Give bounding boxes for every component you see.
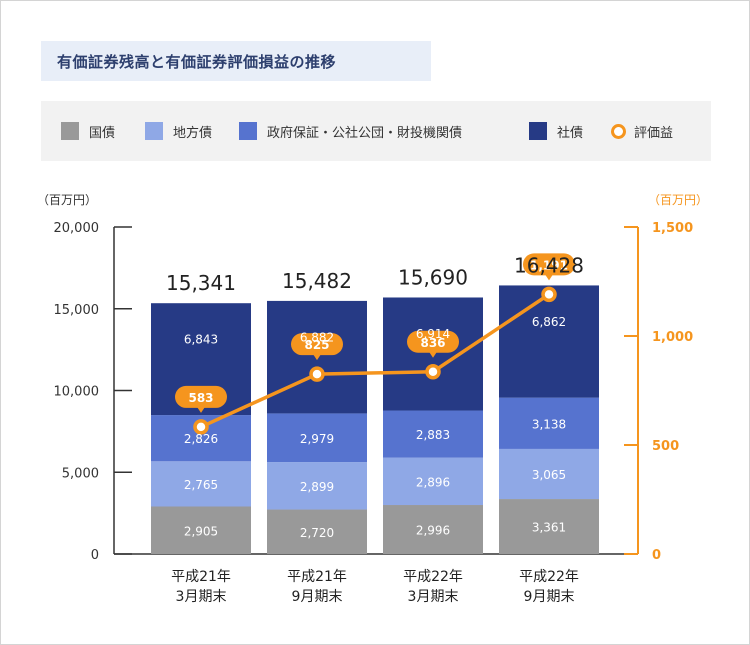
bar-segment-label: 2,720 <box>300 526 334 540</box>
bar-segment-label: 6,914 <box>416 327 450 341</box>
line-point-label: 583 <box>188 391 213 405</box>
line-label-pointer <box>197 406 205 413</box>
bar-segment <box>383 410 483 458</box>
x-tick-label-line1: 平成21年 <box>171 569 231 585</box>
y-left-tick-label: 20,000 <box>54 221 100 236</box>
bar-segment <box>267 462 367 510</box>
legend-item-kokusai: 国債 <box>61 101 115 161</box>
y-right-tick-label: 1,000 <box>652 330 693 345</box>
bar-segment-label: 2,883 <box>416 428 450 442</box>
x-tick-label-line1: 平成21年 <box>287 569 347 585</box>
x-tick-label-line2: 9月期末 <box>524 589 575 605</box>
legend-swatch-chihosai <box>145 122 163 140</box>
bar-total-label: 16,428 <box>514 253 584 277</box>
legend-label-chihosai: 地方債 <box>173 125 213 141</box>
legend-swatch-seifu-hosho <box>239 122 257 140</box>
y-left-tick-label: 10,000 <box>54 385 100 400</box>
line-label-pointer <box>545 274 553 281</box>
x-tick-label-line2: 9月期末 <box>292 589 343 605</box>
bar-segment-label: 6,843 <box>184 332 218 346</box>
bar-segment <box>383 457 483 506</box>
bar-segment-label: 3,138 <box>532 417 566 431</box>
bar-segment <box>151 506 251 554</box>
line-point-label: 825 <box>304 338 329 352</box>
line-point-label: 1,191 <box>530 258 568 272</box>
legend-item-seifu-hosho: 政府保証・公社公団・財投機関債 <box>239 101 462 161</box>
line-point <box>193 419 209 435</box>
line-point <box>541 286 557 303</box>
y-right-unit: （百万円） <box>648 193 708 207</box>
bar-total-label: 15,482 <box>282 269 352 293</box>
y-left-tick-label: 0 <box>91 548 99 563</box>
legend-label-hyokaeki: 評価益 <box>634 125 674 141</box>
line-label-bubble <box>291 333 343 356</box>
legend-label-shasai: 社債 <box>557 125 584 141</box>
y-left-tick-label: 15,000 <box>54 303 100 318</box>
bar-segment-label: 2,996 <box>416 524 450 538</box>
legend-swatch-kokusai <box>61 122 79 140</box>
line-hyokaeki <box>200 292 550 429</box>
bar-segment <box>499 397 599 449</box>
line-label-bubble <box>523 253 575 276</box>
bar-segment-label: 3,361 <box>532 521 566 535</box>
legend-dot-hyokaeki-icon <box>611 123 626 139</box>
y-left-unit: （百万円） <box>37 193 97 207</box>
bar-segment-label: 2,979 <box>300 432 334 446</box>
bar-segment-label: 2,896 <box>416 475 450 489</box>
legend-swatch-shasai <box>529 122 547 140</box>
bar-total-label: 15,690 <box>398 265 468 289</box>
x-tick-label-line2: 3月期末 <box>408 589 459 605</box>
legend-label-kokusai: 国債 <box>89 125 116 141</box>
line-point <box>425 364 441 380</box>
bar-segment-label: 2,905 <box>184 524 218 538</box>
y-right-tick-label: 0 <box>652 548 661 563</box>
bar-segment <box>267 509 367 554</box>
chart-title: 有価証券残高と有価証券評価損益の推移 <box>41 41 431 81</box>
y-left-tick-label: 5,000 <box>62 466 99 481</box>
line-label-bubble <box>407 330 459 353</box>
y-right-tick-label: 1,500 <box>652 221 693 236</box>
bar-segment-label: 3,065 <box>532 468 566 482</box>
legend-item-hyokaeki: 評価益 <box>611 101 673 161</box>
bar-segment <box>383 505 483 554</box>
line-point-label: 836 <box>420 336 445 350</box>
bar-total-label: 15,341 <box>166 271 236 295</box>
legend: 国債 地方債 政府保証・公社公団・財投機関債 社債 評価益 <box>41 101 711 161</box>
x-tick-label-line1: 平成22年 <box>519 569 579 585</box>
bar-segment-label: 2,899 <box>300 480 334 494</box>
x-tick-label-line1: 平成22年 <box>403 569 463 585</box>
y-right-tick-label: 500 <box>652 439 679 454</box>
bar-segment <box>499 499 599 554</box>
x-tick-label-line2: 3月期末 <box>176 589 227 605</box>
bar-segment-label: 6,862 <box>532 315 566 329</box>
line-label-pointer <box>313 354 321 361</box>
legend-label-seifu-hosho: 政府保証・公社公団・財投機関債 <box>267 125 463 141</box>
bar-segment-label: 2,826 <box>184 432 218 446</box>
legend-item-shasai: 社債 <box>529 101 583 161</box>
bar-segment <box>267 413 367 463</box>
bar-segment-label: 6,882 <box>300 330 334 344</box>
bar-segment-label: 2,765 <box>184 478 218 492</box>
line-label-bubble <box>175 385 227 408</box>
line-label-pointer <box>429 351 437 358</box>
line-point <box>309 366 325 382</box>
bar-segment <box>151 461 251 507</box>
bar-segment <box>499 285 599 398</box>
legend-item-chihosai: 地方債 <box>145 101 212 161</box>
bar-segment <box>499 448 599 500</box>
